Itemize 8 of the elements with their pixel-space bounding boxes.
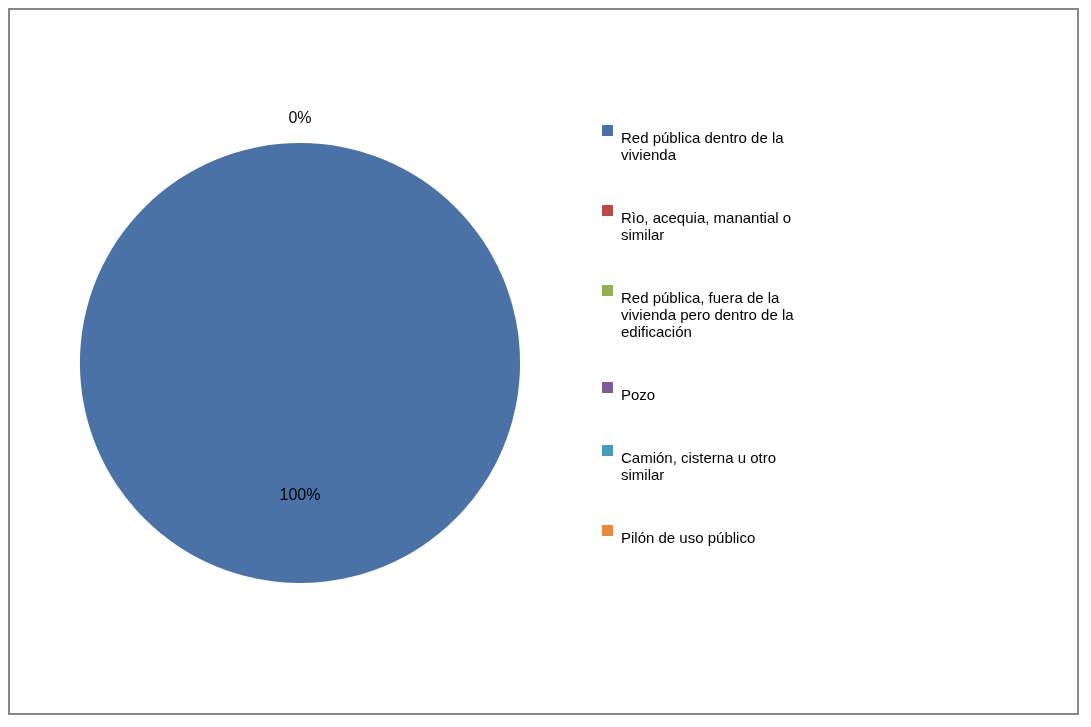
legend-label: Camión, cisterna u otro similar — [621, 448, 777, 483]
legend-label: Pozo — [621, 385, 656, 403]
legend-label: Red pública, fuera de la vivienda pero dentro de la edificación — [621, 288, 795, 340]
legend-label: Pilón de uso público — [621, 528, 756, 546]
legend-label: Red pública dentro de la vivienda — [621, 128, 785, 163]
text: 0% — [288, 109, 312, 126]
legend-label: Rìo, acequia, manantial o similar — [621, 208, 792, 243]
data-label: 100% — [279, 486, 321, 503]
